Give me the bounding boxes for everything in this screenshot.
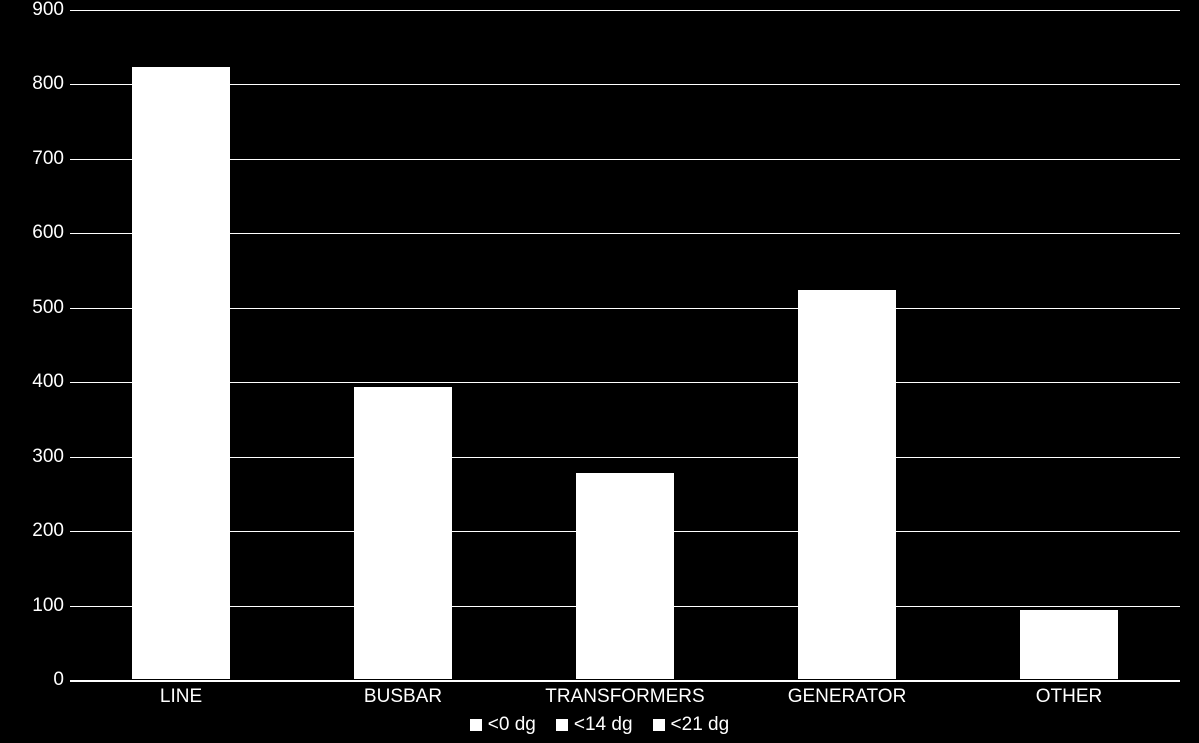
x-tick-label: LINE bbox=[160, 686, 202, 708]
plot-area bbox=[70, 10, 1180, 680]
legend-item: <21 dg bbox=[653, 714, 730, 736]
bar bbox=[353, 386, 453, 680]
legend-label: <14 dg bbox=[574, 714, 633, 736]
legend-item: <14 dg bbox=[556, 714, 633, 736]
x-tick-label: BUSBAR bbox=[364, 686, 442, 708]
y-tick-label: 300 bbox=[9, 446, 64, 468]
y-tick-label: 200 bbox=[9, 520, 64, 542]
bar bbox=[1019, 609, 1119, 680]
legend-item: <0 dg bbox=[470, 714, 536, 736]
gridline bbox=[70, 10, 1180, 11]
y-tick-label: 400 bbox=[9, 371, 64, 393]
legend-label: <0 dg bbox=[488, 714, 536, 736]
y-tick-label: 0 bbox=[9, 669, 64, 691]
y-tick-label: 800 bbox=[9, 73, 64, 95]
gridline bbox=[70, 531, 1180, 532]
y-tick-label: 500 bbox=[9, 297, 64, 319]
y-tick-label: 600 bbox=[9, 222, 64, 244]
gridline bbox=[70, 606, 1180, 607]
gridline bbox=[70, 382, 1180, 383]
x-tick-label: GENERATOR bbox=[788, 686, 907, 708]
gridline bbox=[70, 308, 1180, 309]
gridline bbox=[70, 233, 1180, 234]
bar-chart: 0 100 200 300 400 500 600 700 800 900 LINE BUSBAR T… bbox=[0, 0, 1199, 743]
y-tick-label: 100 bbox=[9, 595, 64, 617]
y-tick-label: 700 bbox=[9, 148, 64, 170]
gridline bbox=[70, 159, 1180, 160]
x-tick-label: OTHER bbox=[1036, 686, 1103, 708]
gridline bbox=[70, 457, 1180, 458]
bars-layer bbox=[70, 10, 1180, 680]
legend-swatch bbox=[556, 719, 568, 731]
y-tick-label: 900 bbox=[9, 0, 64, 21]
legend-label: <21 dg bbox=[671, 714, 730, 736]
bar bbox=[797, 289, 897, 680]
legend-swatch bbox=[470, 719, 482, 731]
x-tick-label: TRANSFORMERS bbox=[545, 686, 704, 708]
bar bbox=[575, 472, 675, 680]
legend: <0 dg <14 dg <21 dg bbox=[0, 714, 1199, 737]
legend-swatch bbox=[653, 719, 665, 731]
gridline bbox=[70, 84, 1180, 85]
x-axis-labels: LINE BUSBAR TRANSFORMERS GENERATOR OTHER bbox=[70, 686, 1180, 710]
baseline bbox=[70, 680, 1180, 682]
